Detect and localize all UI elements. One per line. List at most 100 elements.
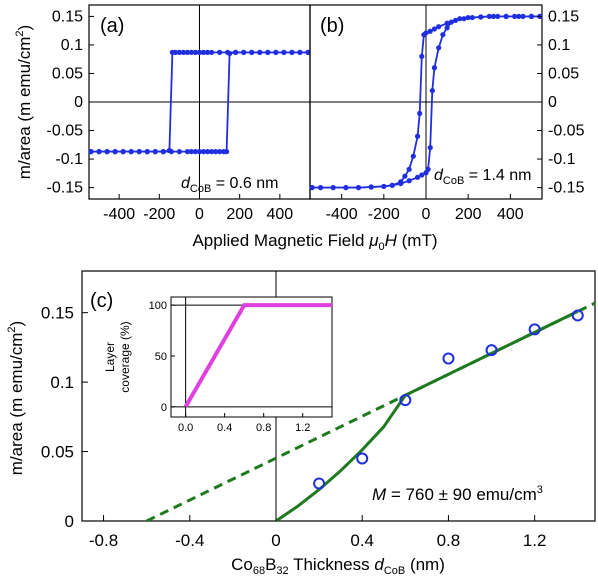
panel-c-annotation: M = 760 ± 90 emu/cm3	[372, 484, 543, 504]
panel-b-data-point	[343, 184, 349, 191]
panel-b-data-point	[419, 53, 425, 59]
panel-b-data-point	[431, 65, 438, 71]
panel-b-data-point	[309, 184, 315, 191]
panel-a-data-point	[241, 49, 247, 55]
panel-b-data-point	[406, 166, 412, 172]
panel-c-ytick-label: 0.1	[50, 373, 74, 392]
panel-b-ticks: -400 -200 0 200 400 0.15 0.1 0.05 0 -0.05 -0.1 -0.1…	[326, 8, 585, 223]
panel-b-data-point	[398, 180, 404, 187]
panel-b-data-point	[436, 24, 442, 30]
panel-b-axes	[310, 5, 542, 199]
panel-a-ytick-label: 0.05	[52, 65, 83, 82]
panel-a-data-point	[152, 149, 158, 155]
panel-c-data-point	[528, 323, 541, 336]
panel-a-data-point	[216, 49, 223, 55]
inset-chart: 0.0 0.4 0.8 1.2 100 50 0 Layer coverage (%)	[103, 296, 333, 434]
panel-a-data-point	[180, 49, 187, 55]
panel-b-data-point	[330, 184, 336, 191]
panel-c-data-point	[356, 452, 369, 465]
panel-a-data-point	[200, 49, 207, 55]
panel-c-model-curve	[275, 310, 579, 523]
panel-b-ytick-label: 0.1	[548, 37, 570, 54]
inset-xtick-label: 0.8	[256, 422, 271, 434]
panel-b-data-point	[414, 133, 421, 139]
panel-c-xtick-label: -0.8	[89, 531, 118, 550]
panel-b-data-point	[389, 182, 395, 188]
panel-b-data-point	[427, 28, 433, 34]
panel-b-data-point	[425, 166, 431, 172]
panel-b: -400 -200 0 200 400 0.15 0.1 0.05 0 -0.05 -0.1 -0.1…	[192, 4, 585, 253]
panel-b-data-point	[402, 173, 408, 179]
inset-background	[171, 297, 332, 417]
panel-a-data-point	[249, 49, 255, 55]
panel-b-ytick-label: -0.1	[548, 151, 576, 168]
inset-marks	[183, 303, 332, 408]
inset-ytick-label: 0	[161, 402, 167, 414]
panel-a-data-point	[168, 149, 174, 155]
panel-a-data-point	[120, 149, 126, 155]
panel-b-ytick-label: -0.15	[548, 180, 585, 197]
panel-a-ytick-label: -0.1	[55, 151, 83, 168]
panel-a: -400 -200 0 200 400 0.15 0.1 0.05 0 -0.05 -0.1 -0.1…	[14, 4, 311, 223]
panel-a-marks	[88, 49, 311, 155]
panel-b-data-point	[448, 19, 454, 25]
panel-b-ytick-label: 0	[548, 94, 557, 111]
panel-b-data-point	[410, 153, 416, 159]
panel-a-data-point	[233, 49, 239, 55]
panel-b-data-point	[406, 178, 412, 184]
panel-b-xtick-label: 0	[422, 206, 431, 223]
panel-b-data-point	[440, 32, 446, 38]
panel-a-data-point	[212, 149, 219, 155]
panel-a-ytick-label: 0.1	[61, 37, 83, 54]
panel-a-data-point	[128, 149, 134, 155]
panel-a-data-point	[144, 149, 150, 155]
panel-c-marks	[146, 301, 596, 523]
panel-c-data-point	[571, 309, 584, 322]
panel-c-xlabel: Co68B32 Thickness dCoB (nm)	[231, 555, 445, 577]
panel-b-data-point	[317, 184, 324, 191]
panel-c-ylabel: m/area (m emu/cm2)	[6, 321, 26, 475]
panel-a-data-point	[216, 149, 223, 155]
inset-ytick-label: 50	[155, 351, 167, 363]
panel-a-data-point	[169, 49, 175, 55]
panel-b-data-point	[417, 110, 423, 117]
panel-a-data-point	[188, 49, 195, 55]
panel-c-data-point	[399, 394, 412, 407]
panel-b-xtick-label: -400	[326, 206, 358, 223]
panel-b-ytick-label: 0.05	[548, 65, 579, 82]
panel-c: -0.8 -0.4 0 0.4 0.8 1.20.150.10.050 (c) M = 7…	[6, 270, 596, 577]
panel-a-xtick-label: -400	[103, 206, 135, 223]
inset-frame	[170, 296, 333, 418]
panel-a-data-point	[208, 49, 215, 55]
panel-b-data-point	[419, 172, 425, 178]
panel-b-data-point	[355, 184, 362, 191]
panel-a-xtick-label: 200	[226, 206, 253, 223]
panel-c-frame	[81, 270, 596, 522]
panel-a-xtick-label: 400	[267, 206, 294, 223]
panel-a-data-point	[192, 49, 199, 55]
panel-a-data-point	[224, 149, 230, 155]
panel-a-data-point	[184, 49, 191, 55]
panel-a-ticks: -400 -200 0 200 400 0.15 0.1 0.05 0 -0.05 -0.1 -0.1…	[47, 8, 294, 223]
panel-b-data-point	[457, 16, 463, 22]
panel-b-ytick-label: 0.15	[548, 8, 579, 25]
inset-ytick-label: 100	[149, 300, 167, 312]
panel-c-ytick-label: 0.15	[41, 304, 74, 323]
panel-b-xtick-label: 400	[497, 206, 524, 223]
panel-a-data-point	[204, 149, 211, 155]
panel-b-data-point	[421, 32, 427, 38]
panel-a-data-point	[160, 149, 166, 155]
panel-b-data-point	[465, 14, 471, 21]
panel-a-data-point	[200, 149, 207, 155]
panel-b-xtick-label: -200	[368, 206, 400, 223]
panel-a-data-point	[176, 149, 183, 155]
panel-a-data-point	[227, 50, 233, 57]
panel-a-data-point	[112, 149, 118, 155]
panel-a-data-point	[265, 49, 271, 55]
panel-b-data-point	[490, 13, 497, 20]
panel-b-data-point	[516, 13, 522, 20]
panel-a-data-point	[289, 49, 295, 55]
panel-a-data-point	[204, 49, 211, 55]
panel-a-ytick-label: -0.05	[47, 123, 84, 140]
